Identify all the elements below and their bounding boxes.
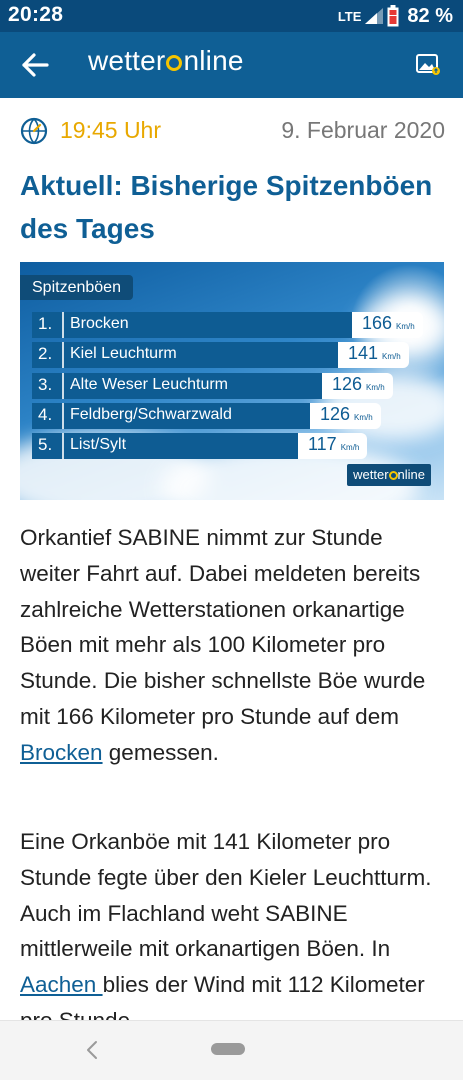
ranking-row: 3. Alte Weser Leuchturm 126 Km/h (32, 373, 402, 399)
logo-text-left: wetter (88, 45, 166, 76)
ranking-value: 166 (362, 313, 393, 333)
ranking-value: 117 (308, 434, 337, 454)
paragraph-text: Orkantief SABINE nimmt zur Stunde weiter… (20, 525, 426, 729)
ranking-station: Brocken (70, 315, 129, 332)
article-headline: Aktuell: Bisherige Spitzenböen des Tages (20, 170, 433, 244)
ranking-divider (62, 403, 64, 429)
ranking-row: 2. Kiel Leuchturm 141 Km/h (32, 342, 412, 368)
ranking-unit: Km/h (366, 383, 385, 392)
back-arrow-icon[interactable] (20, 51, 50, 79)
article-paragraph-1: Orkantief SABINE nimmt zur Stunde weiter… (20, 520, 448, 771)
ranking-bar (32, 312, 362, 338)
paragraph-text: Eine Orkanböe mit 141 Kilometer pro Stun… (20, 829, 432, 962)
ranking-divider (62, 342, 64, 368)
ranking-unit: Km/h (396, 322, 415, 331)
ranking-unit: Km/h (382, 352, 401, 361)
ranking-value-box: 126 Km/h (310, 403, 381, 429)
status-icons: LTE 82 % (338, 4, 453, 28)
ranking-station: List/Sylt (70, 436, 127, 453)
status-time: 20:28 (8, 3, 64, 26)
ranking-unit: Km/h (354, 413, 373, 422)
ranking-divider (62, 373, 64, 399)
ranking-rank: 4. (38, 405, 53, 424)
ranking-bar (32, 342, 348, 368)
ranking-rank: 1. (38, 314, 53, 333)
watermark-text-left: wetter (353, 467, 389, 482)
battery-percent: 82 % (407, 4, 453, 27)
nav-home-pill[interactable] (211, 1043, 245, 1055)
watermark-text-right: nline (397, 467, 425, 482)
system-nav-bar (0, 1020, 463, 1080)
watermark-ring-icon (388, 471, 398, 480)
ranking-value-box: 141 Km/h (338, 342, 409, 368)
ranking-rank: 3. (38, 375, 53, 394)
network-type: LTE (337, 8, 362, 24)
ranking-value: 126 (320, 404, 351, 424)
ranking-row: 1. Brocken 166 Km/h (32, 312, 437, 338)
image-watermark-logo: wetter nline (347, 464, 431, 486)
ranking-bar (32, 373, 332, 399)
signal-icon (365, 8, 384, 24)
logo-ring-icon (166, 55, 183, 71)
clock-globe-icon (20, 117, 48, 145)
ranking-value-box: 117 Km/h (298, 433, 368, 459)
ranking-divider (62, 433, 64, 459)
ranking-rank: 5. (38, 435, 53, 454)
ranking-rank: 2. (38, 344, 53, 363)
ranking-bar (32, 403, 322, 429)
ranking-value: 126 (332, 374, 363, 394)
ranking-station: Feldberg/Schwarzwald (70, 406, 232, 423)
image-gallery-icon[interactable] (416, 54, 440, 76)
article-date: 9. Februar 2020 (281, 117, 445, 143)
ranking-value: 141 (348, 343, 379, 363)
ranking-value-box: 126 Km/h (322, 373, 393, 399)
ranking-unit: Km/h (340, 443, 360, 452)
app-bar: wetter nline (0, 32, 463, 98)
nav-back-chevron-icon[interactable] (84, 1039, 100, 1061)
ranking-station: Kiel Leuchturm (70, 345, 177, 362)
logo-text-right: nline (183, 45, 244, 76)
article-paragraph-2: Eine Orkanböe mit 141 Kilometer pro Stun… (20, 824, 448, 1039)
article-time: 19:45 Uhr (60, 117, 162, 143)
image-tag: Spitzenböen (20, 275, 133, 300)
article-meta: 19:45 Uhr 9. Februar 2020 (20, 115, 445, 147)
ranking-bar (32, 433, 308, 459)
ranking-value-box: 166 Km/h (352, 312, 423, 338)
paragraph-text: gemessen. (102, 739, 219, 765)
status-bar: 20:28 LTE 82 % (0, 0, 463, 32)
ranking-row: 5. List/Sylt 117 Km/h (32, 433, 382, 459)
app-logo: wetter nline (88, 45, 244, 77)
battery-icon (387, 5, 399, 27)
link-brocken[interactable]: Brocken (20, 739, 103, 765)
ranking-divider (62, 312, 64, 338)
article-image[interactable]: Spitzenböen 1. Brocken 166 Km/h 2. Kiel L… (20, 262, 444, 500)
link-aachen[interactable]: Aachen (20, 972, 103, 998)
ranking-station: Alte Weser Leuchturm (70, 376, 228, 393)
ranking-row: 4. Feldberg/Schwarzwald 126 Km/h (32, 403, 402, 429)
